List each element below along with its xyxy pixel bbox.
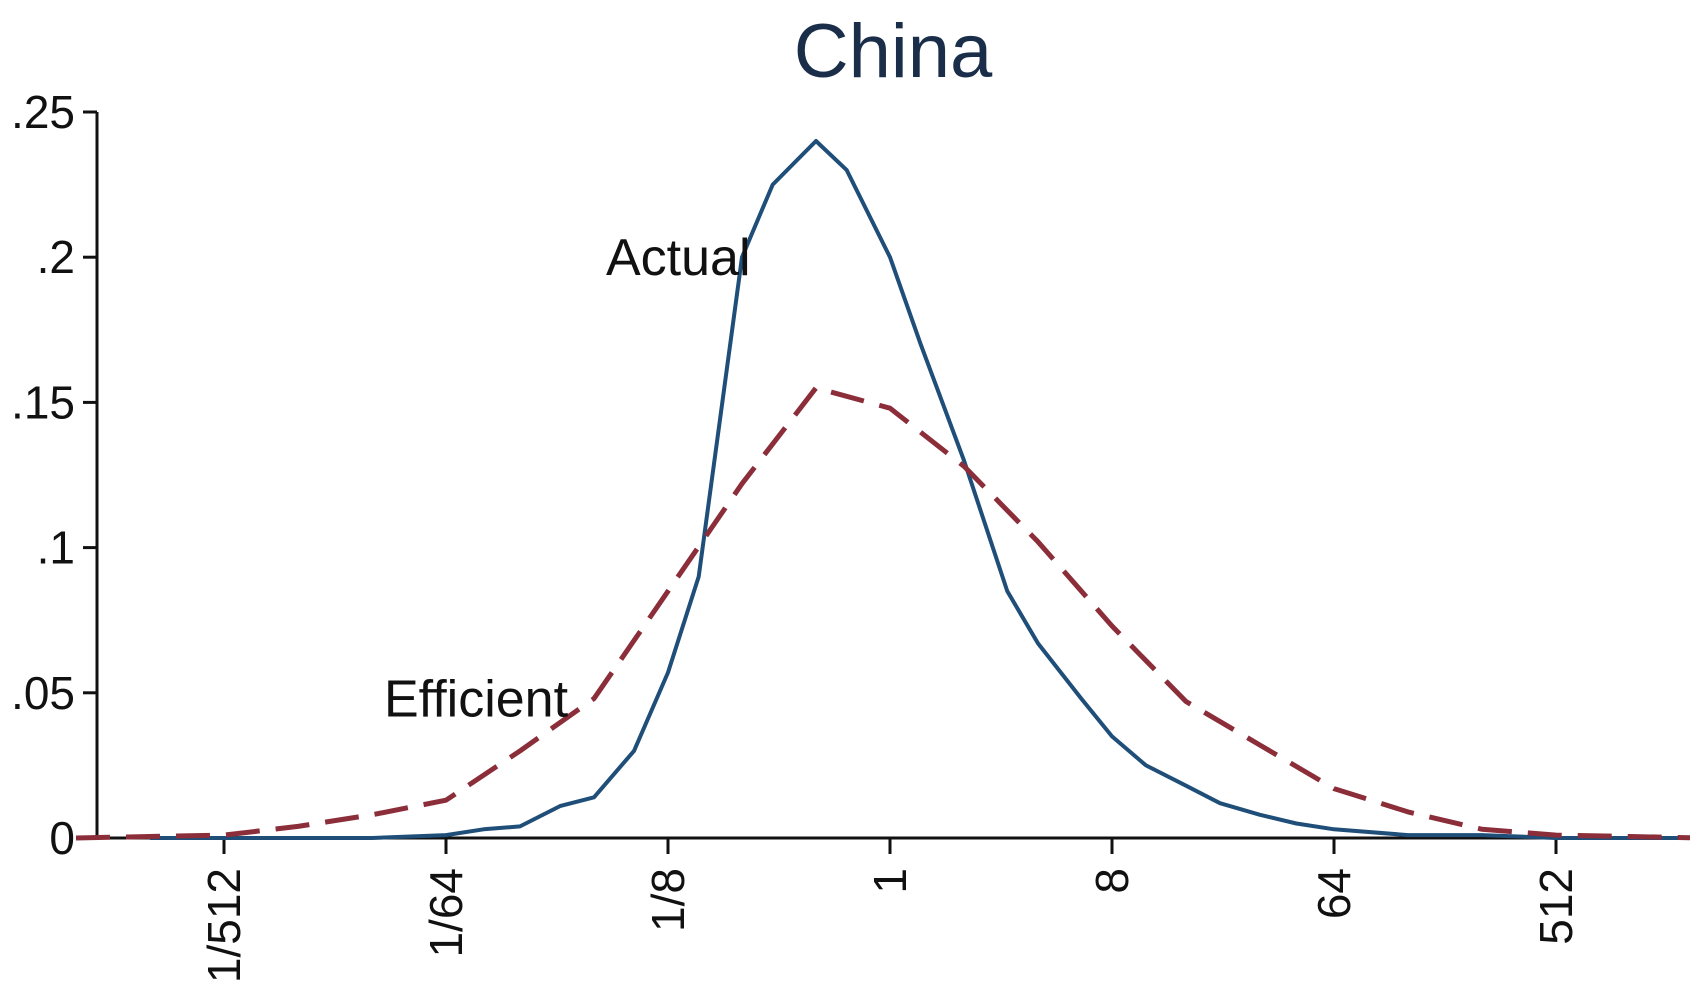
y-tick-label: .1 xyxy=(37,522,75,574)
y-tick-label: .2 xyxy=(37,231,75,283)
x-tick-label: 1/64 xyxy=(420,868,472,958)
annotation-label: Actual xyxy=(606,229,751,287)
plot-series xyxy=(75,139,1690,841)
annotations: Actual Efficient xyxy=(384,229,751,728)
x-tick-label: 64 xyxy=(1308,868,1360,919)
x-ticks: 1/512 1/64 1/8 1 8 64 512 xyxy=(198,838,1582,983)
y-tick-label: .05 xyxy=(11,667,75,719)
x-tick-label: 8 xyxy=(1086,868,1138,894)
x-tick-label: 512 xyxy=(1530,868,1582,945)
series-line-0 xyxy=(150,139,1690,840)
y-tick-label: .25 xyxy=(11,86,75,138)
x-tick-label: 1 xyxy=(864,868,916,894)
y-ticks: 0 .05 .1 .15 .2 .25 xyxy=(11,86,97,864)
y-tick-label: 0 xyxy=(49,812,75,864)
x-tick-label: 1/512 xyxy=(198,868,250,983)
x-tick-label: 1/8 xyxy=(642,868,694,932)
chart-title: China xyxy=(794,9,993,94)
axes xyxy=(95,112,1690,840)
series-line-1 xyxy=(75,385,1690,841)
annotation-label: Efficient xyxy=(384,671,569,729)
y-tick-label: .15 xyxy=(11,376,75,428)
